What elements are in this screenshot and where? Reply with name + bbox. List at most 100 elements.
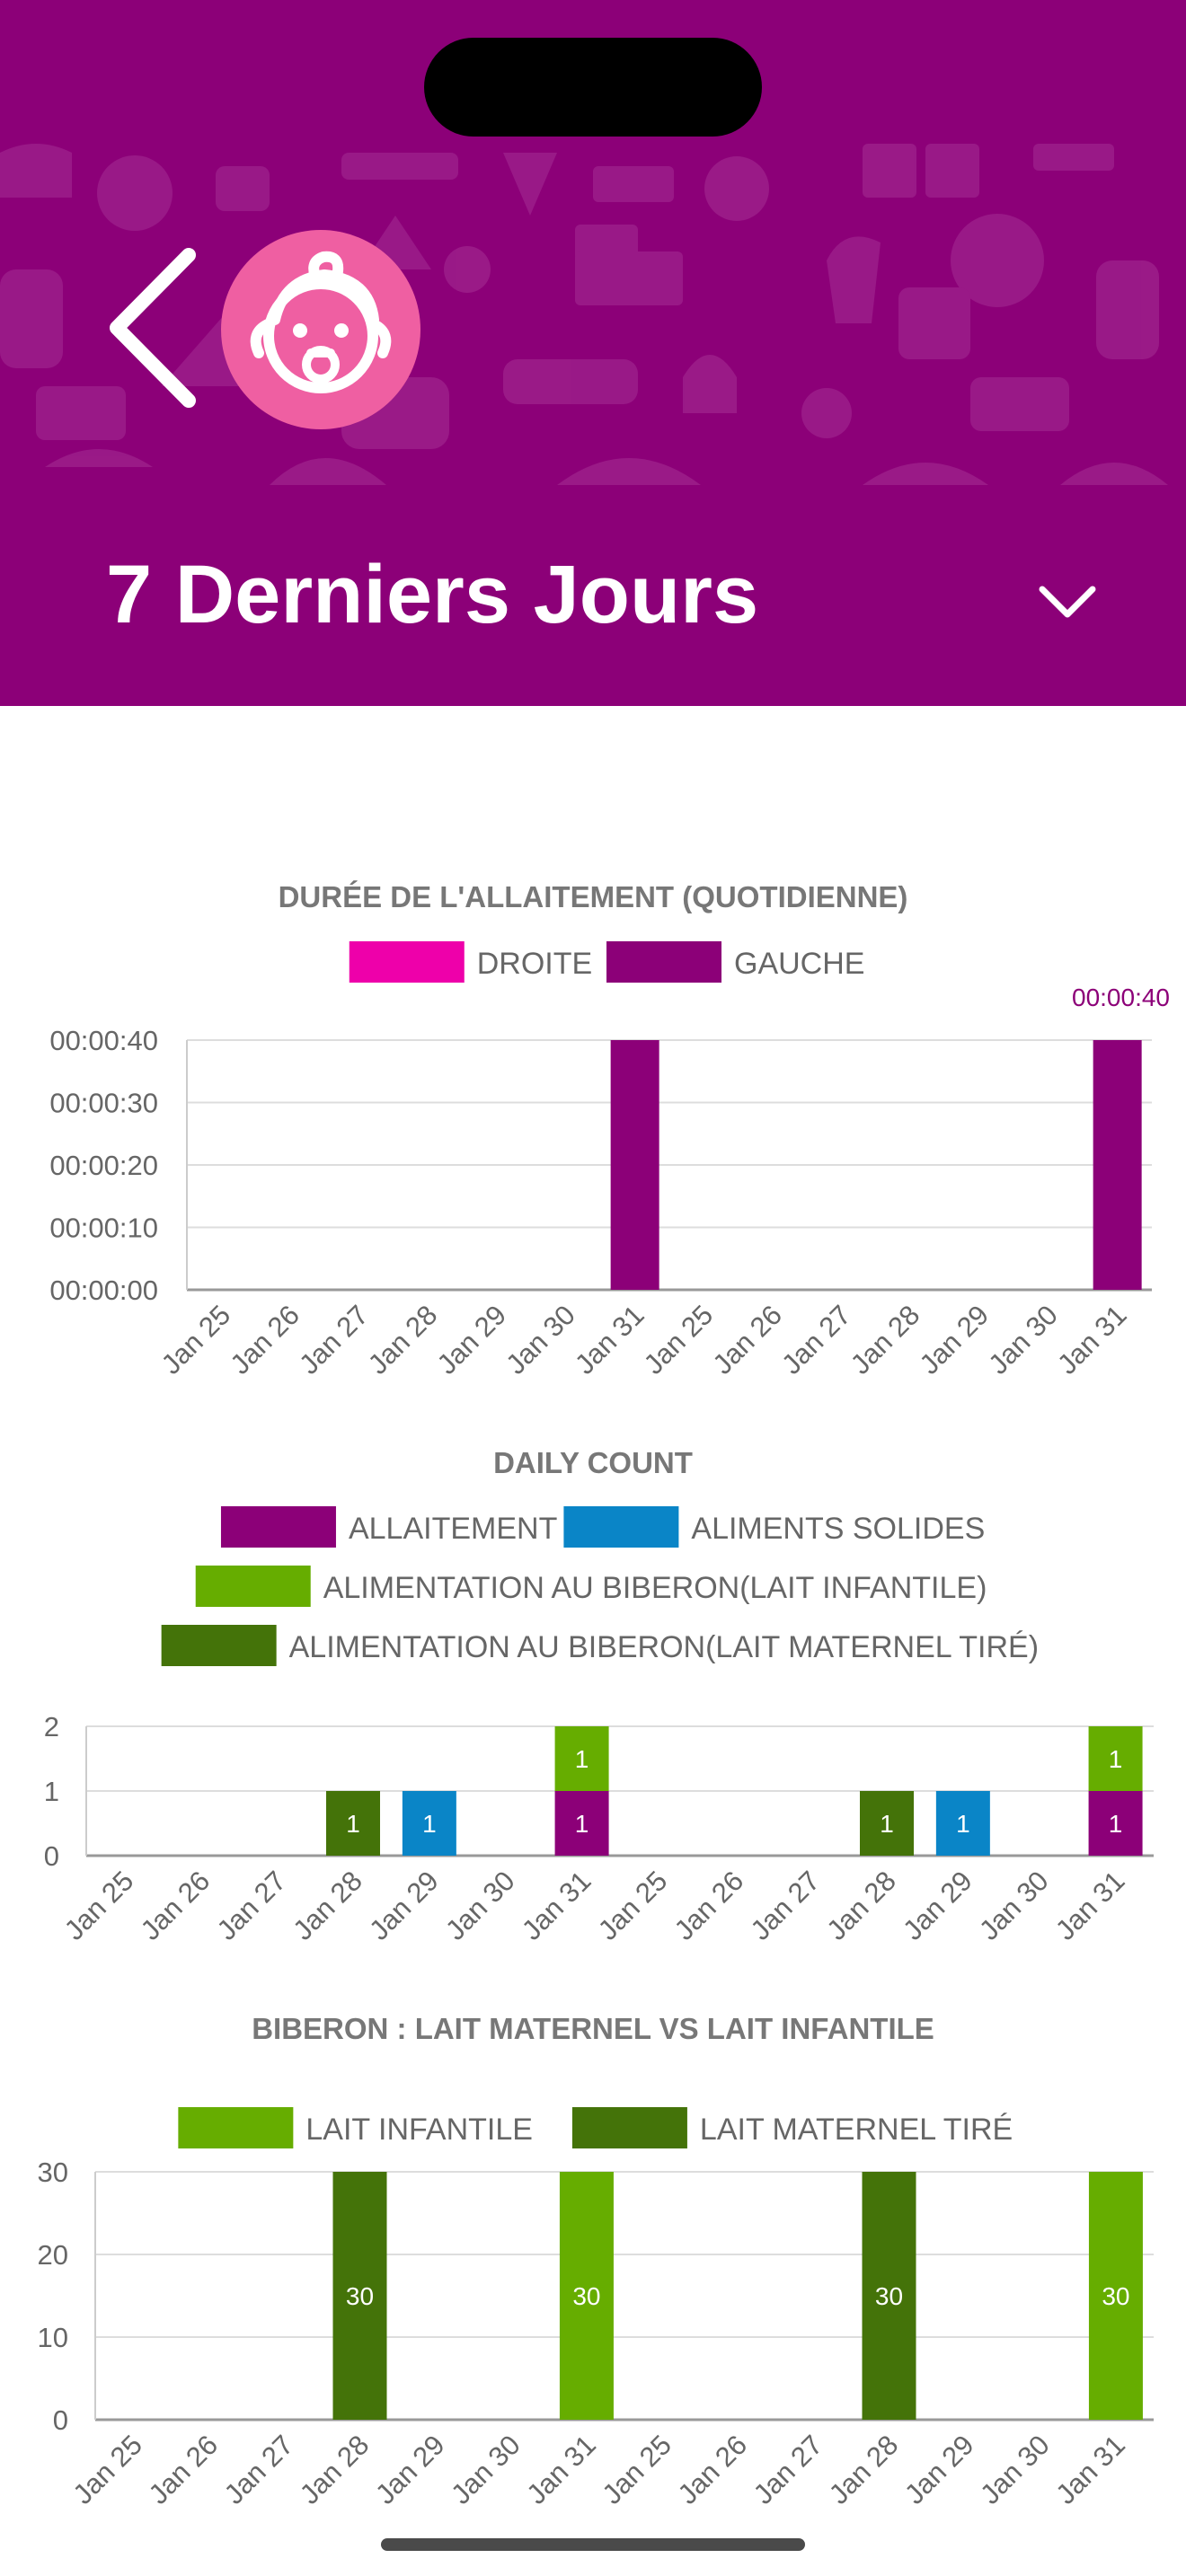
bar-value-label: 1	[575, 1810, 589, 1838]
y-tick-label: 2	[44, 1711, 59, 1742]
y-tick-label: 30	[38, 2157, 68, 2188]
x-tick-label: Jan 29	[897, 1865, 978, 1946]
x-tick-label: Jan 25	[66, 2429, 148, 2510]
y-tick-label: 00:00:20	[49, 1150, 158, 1181]
x-tick-label: Jan 30	[974, 2429, 1056, 2510]
baby-face-icon	[250, 251, 392, 393]
legend-label: ALIMENTATION AU BIBERON(LAIT MATERNEL TI…	[289, 1630, 1039, 1664]
x-tick-label: Jan 29	[914, 1299, 996, 1381]
bar	[610, 1040, 659, 1290]
legend-swatch	[563, 1506, 679, 1548]
y-tick-label: 1	[44, 1776, 59, 1807]
x-tick-label: Jan 30	[445, 2429, 527, 2510]
bar	[860, 1791, 914, 1856]
y-tick-label: 10	[38, 2322, 68, 2353]
bar-value-label: 1	[575, 1745, 589, 1773]
chart-breastfeeding-duration-svg: DURÉE DE L'ALLAITEMENT (QUOTIDIENNE) DROI…	[49, 880, 1170, 1381]
x-tick-label: Jan 27	[748, 2429, 829, 2510]
bar	[862, 2172, 916, 2420]
bar	[1088, 1791, 1143, 1856]
y-tick-label: 0	[44, 1840, 59, 1872]
x-tick-label: Jan 31	[516, 1865, 597, 1946]
bar	[1088, 2172, 1143, 2420]
legend-swatch	[571, 2107, 687, 2148]
x-tick-label: Jan 25	[155, 1299, 237, 1381]
x-tick-label: Jan 25	[592, 1865, 674, 1946]
bar-value-label: 30	[346, 2282, 374, 2310]
chart-breastfeeding-duration: DURÉE DE L'ALLAITEMENT (QUOTIDIENNE) DROI…	[0, 862, 1186, 1419]
x-tick-label: Jan 27	[293, 1299, 375, 1381]
x-tick-label: Jan 27	[775, 1299, 857, 1381]
bar	[554, 1726, 609, 1791]
legend-label: ALIMENTATION AU BIBERON(LAIT INFANTILE)	[323, 1571, 987, 1605]
bar	[559, 2172, 614, 2420]
x-tick-label: Jan 29	[369, 2429, 451, 2510]
x-tick-label: Jan 31	[520, 2429, 602, 2510]
y-tick-label: 00:00:30	[49, 1088, 158, 1119]
chevron-down-icon[interactable]	[1030, 575, 1105, 629]
x-tick-label: Jan 31	[1049, 2429, 1131, 2510]
chart-bottle-comparison: BIBERON : LAIT MATERNEL VS LAIT INFANTIL…	[0, 1994, 1186, 2533]
x-tick-label: Jan 30	[500, 1299, 581, 1381]
chart-bottle-comparison-svg: BIBERON : LAIT MATERNEL VS LAIT INFANTIL…	[38, 2012, 1154, 2510]
x-tick-label: Jan 26	[224, 1299, 305, 1381]
bar-value-label: 30	[875, 2282, 903, 2310]
legend-swatch	[606, 941, 721, 983]
bar-value-label: 1	[956, 1810, 970, 1838]
bar-value-label: 30	[1102, 2282, 1129, 2310]
x-tick-label: Jan 26	[706, 1299, 788, 1381]
x-tick-label: Jan 30	[973, 1865, 1055, 1946]
legend-swatch	[161, 1625, 277, 1666]
x-tick-label: Jan 30	[439, 1865, 521, 1946]
home-indicator[interactable]	[381, 2538, 805, 2551]
x-tick-label: Jan 26	[668, 1865, 750, 1946]
x-tick-label: Jan 25	[638, 1299, 720, 1381]
x-tick-label: Jan 28	[845, 1299, 926, 1381]
x-tick-label: Jan 28	[362, 1299, 444, 1381]
x-tick-label: Jan 25	[596, 2429, 677, 2510]
bar	[332, 2172, 387, 2420]
x-tick-label: Jan 27	[211, 1865, 293, 1946]
baby-pattern-background	[0, 144, 1168, 485]
legend-label: ALIMENTS SOLIDES	[691, 1512, 985, 1546]
chart-title: DURÉE DE L'ALLAITEMENT (QUOTIDIENNE)	[279, 880, 908, 913]
x-tick-label: Jan 26	[672, 2429, 754, 2510]
x-tick-label: Jan 26	[143, 2429, 225, 2510]
x-tick-label: Jan 30	[982, 1299, 1064, 1381]
bar	[326, 1791, 380, 1856]
legend-label: LAIT MATERNEL TIRÉ	[700, 2113, 1013, 2147]
y-tick-label: 00:00:10	[49, 1213, 158, 1244]
bar-value-label: 1	[422, 1810, 437, 1838]
legend-swatch	[220, 1506, 336, 1548]
legend-swatch	[195, 1566, 311, 1607]
x-tick-label: Jan 31	[569, 1299, 651, 1381]
x-tick-label: Jan 29	[898, 2429, 980, 2510]
y-tick-label: 00:00:40	[49, 1025, 158, 1056]
x-tick-label: Jan 28	[820, 1865, 902, 1946]
dynamic-island	[424, 38, 762, 137]
legend-label: ALLAITEMENT	[349, 1512, 557, 1546]
baby-avatar[interactable]	[221, 230, 420, 429]
bar	[1093, 1040, 1142, 1290]
bar-value-label: 1	[1109, 1745, 1123, 1773]
bar	[935, 1791, 990, 1856]
bar-value-label: 1	[1109, 1810, 1123, 1838]
x-tick-label: Jan 28	[287, 1865, 368, 1946]
chart-daily-count: DAILY COUNT ALLAITEMENT ALIMENTS SOLIDES AL…	[0, 1428, 1186, 1985]
x-tick-label: Jan 25	[58, 1865, 140, 1946]
x-tick-label: Jan 29	[431, 1299, 513, 1381]
y-tick-label: 0	[53, 2404, 68, 2436]
y-tick-label: 20	[38, 2239, 68, 2271]
x-tick-label: Jan 31	[1051, 1299, 1133, 1381]
x-tick-label: Jan 27	[745, 1865, 827, 1946]
legend-swatch	[349, 941, 465, 983]
chevron-left-icon[interactable]	[101, 243, 208, 413]
legend-label: GAUCHE	[734, 947, 864, 981]
x-tick-label: Jan 29	[363, 1865, 445, 1946]
y-tick-label: 00:00:00	[49, 1275, 158, 1306]
chart-title: BIBERON : LAIT MATERNEL VS LAIT INFANTIL…	[252, 2012, 934, 2045]
chart-daily-count-svg: DAILY COUNT ALLAITEMENT ALIMENTS SOLIDES AL…	[44, 1446, 1154, 1946]
tooltip-value: 00:00:40	[1072, 984, 1170, 1011]
bar-value-label: 1	[346, 1810, 360, 1838]
bar	[1088, 1726, 1143, 1791]
